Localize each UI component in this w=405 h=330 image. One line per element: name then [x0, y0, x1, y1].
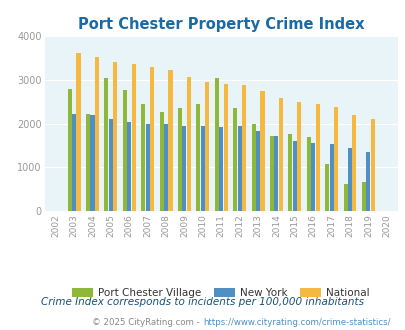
Bar [366, 152, 369, 211]
Bar [306, 137, 310, 211]
Bar [150, 67, 154, 211]
Bar [256, 131, 260, 211]
Bar [241, 85, 245, 211]
Bar [164, 124, 168, 211]
Text: © 2025 CityRating.com -: © 2025 CityRating.com - [92, 318, 202, 327]
Bar [127, 121, 131, 211]
Bar [205, 82, 209, 211]
Bar [288, 134, 292, 211]
Bar [278, 98, 282, 211]
Bar [186, 78, 190, 211]
Bar [145, 124, 149, 211]
Bar [296, 102, 301, 211]
Bar [141, 104, 145, 211]
Bar [232, 108, 237, 211]
Bar [352, 115, 356, 211]
Text: https://www.cityrating.com/crime-statistics/: https://www.cityrating.com/crime-statist… [202, 318, 390, 327]
Bar [104, 78, 108, 211]
Bar [178, 108, 181, 211]
Bar [370, 119, 374, 211]
Bar [90, 115, 94, 211]
Bar [113, 62, 117, 211]
Bar [68, 89, 72, 211]
Bar [274, 136, 278, 211]
Bar [131, 64, 135, 211]
Bar [343, 184, 347, 211]
Bar [292, 141, 296, 211]
Bar [324, 164, 328, 211]
Bar [109, 119, 113, 211]
Bar [237, 126, 241, 211]
Bar [182, 126, 186, 211]
Bar [72, 114, 76, 211]
Bar [311, 143, 315, 211]
Bar [269, 136, 273, 211]
Bar [86, 114, 90, 211]
Title: Port Chester Property Crime Index: Port Chester Property Crime Index [78, 17, 364, 32]
Bar [196, 104, 200, 211]
Bar [76, 53, 80, 211]
Bar [123, 90, 127, 211]
Bar [95, 57, 99, 211]
Bar [315, 104, 319, 211]
Legend: Port Chester Village, New York, National: Port Chester Village, New York, National [68, 283, 373, 302]
Bar [168, 70, 172, 211]
Bar [223, 83, 227, 211]
Bar [159, 112, 163, 211]
Bar [361, 182, 365, 211]
Bar [329, 144, 333, 211]
Text: Crime Index corresponds to incidents per 100,000 inhabitants: Crime Index corresponds to incidents per… [41, 297, 364, 307]
Bar [251, 124, 255, 211]
Bar [347, 148, 351, 211]
Bar [333, 107, 337, 211]
Bar [219, 127, 223, 211]
Bar [260, 90, 264, 211]
Bar [200, 126, 205, 211]
Bar [214, 78, 218, 211]
